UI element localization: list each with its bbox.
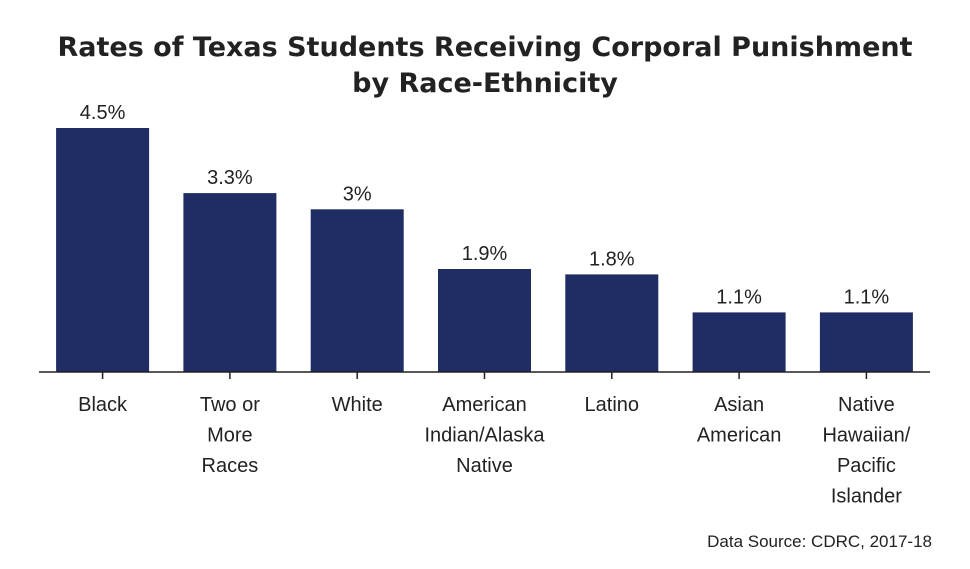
category-label-line: Native — [456, 455, 513, 477]
category-label-line: Latino — [585, 394, 640, 416]
category-label-3: American Indian/Alaska Native — [424, 394, 545, 477]
category-label-line: Pacific — [837, 455, 896, 477]
bar-3 — [438, 269, 531, 372]
category-label-line: Indian/Alaska — [424, 425, 545, 447]
value-label-6: 1.1% — [844, 286, 890, 308]
category-label-line: Two or — [200, 394, 260, 416]
category-label-6: Native Hawaiian/Pacific Islander — [822, 394, 910, 508]
data-source: Data Source: CDRC, 2017-18 — [707, 532, 932, 551]
chart-title: Rates of Texas Students Receiving Corpor… — [57, 32, 913, 99]
bar-6 — [819, 312, 913, 372]
bars-group — [56, 128, 913, 372]
value-label-4: 1.8% — [589, 248, 635, 270]
category-label-line: Islander — [831, 486, 902, 508]
category-label-line: Asian — [714, 394, 764, 416]
value-label-0: 4.5% — [80, 102, 126, 124]
category-label-line: More — [207, 425, 253, 447]
category-label-line: Races — [202, 455, 259, 477]
category-label-line: Black — [78, 394, 128, 416]
value-label-1: 3.3% — [207, 167, 253, 189]
x-axis-ticks-group — [101, 372, 868, 379]
value-label-3: 1.9% — [462, 243, 508, 265]
category-label-line: Hawaiian/ — [822, 425, 910, 447]
category-label-4: Latino — [585, 394, 640, 416]
bar-4 — [565, 274, 659, 372]
category-label-1: Two or More Races — [200, 394, 260, 477]
category-label-line: American — [442, 394, 526, 416]
category-label-2: White — [332, 394, 383, 416]
category-label-line: American — [697, 425, 781, 447]
value-labels-group: 4.5% 3.3% 3% 1.9% 1.8% 1.1% 1.1% — [80, 102, 890, 308]
bar-0 — [56, 128, 150, 372]
category-label-5: Asian American — [697, 394, 781, 447]
bar-5 — [692, 312, 786, 372]
bar-2 — [310, 209, 404, 372]
category-labels-group: Black Two or More Races White American Indian/… — [78, 394, 911, 508]
category-label-line: Native — [838, 394, 895, 416]
value-label-5: 1.1% — [716, 286, 762, 308]
bar-1 — [183, 193, 277, 372]
category-label-0: Black — [78, 394, 128, 416]
category-label-line: White — [332, 394, 383, 416]
value-label-2: 3% — [343, 183, 372, 205]
